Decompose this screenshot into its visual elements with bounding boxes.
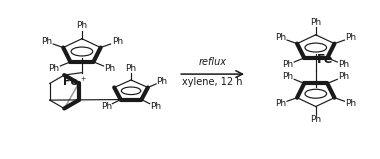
Text: Ph: Ph — [101, 102, 112, 111]
Text: Ph: Ph — [125, 64, 137, 73]
Text: Ph: Ph — [76, 21, 87, 31]
Text: Ph: Ph — [150, 102, 161, 111]
Text: Ph: Ph — [345, 99, 357, 108]
Text: Ph: Ph — [156, 77, 167, 86]
Text: Fc: Fc — [63, 76, 77, 86]
Text: $^+$: $^+$ — [79, 76, 87, 86]
Text: Ph: Ph — [310, 17, 321, 27]
Text: Ph: Ph — [339, 72, 350, 81]
Text: Ph: Ph — [105, 64, 116, 73]
Text: Ph: Ph — [112, 37, 123, 46]
Text: Ph: Ph — [310, 115, 321, 124]
Text: Ph: Ph — [339, 60, 350, 69]
Text: Ph: Ph — [282, 60, 293, 69]
Text: reflux: reflux — [199, 57, 226, 67]
Text: Ph: Ph — [282, 72, 293, 81]
Text: Ph: Ph — [41, 37, 52, 46]
Text: Ph: Ph — [275, 33, 286, 42]
Text: Ph: Ph — [275, 99, 286, 108]
Text: Ph: Ph — [345, 33, 357, 42]
Text: Ph: Ph — [48, 64, 59, 73]
Text: xylene, 12 h: xylene, 12 h — [182, 77, 243, 87]
Text: Fe: Fe — [317, 53, 334, 66]
